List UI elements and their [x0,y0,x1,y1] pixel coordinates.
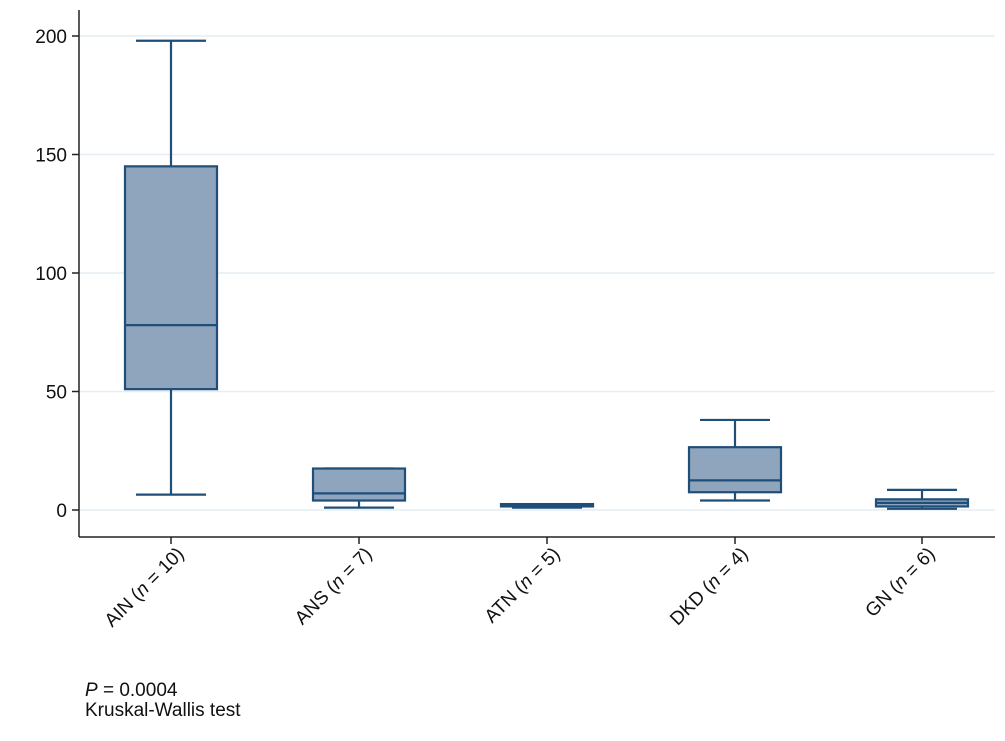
x-tick-label-dkd: DKD (n = 4) [666,544,752,630]
test-name-note: Kruskal-Wallis test [85,700,241,721]
y-tick-label-150: 150 [35,146,67,167]
y-tick-label-50: 50 [46,383,67,404]
box-dkd [687,446,783,494]
y-tick-label-0: 0 [56,501,67,522]
y-tick-label-100: 100 [35,264,67,285]
p-value-note: P = 0.0004 [85,680,177,702]
y-tick-label-200: 200 [35,27,67,48]
x-tick-label-atn: ATN (n = 5) [481,544,565,628]
x-tick-label-gn: GN (n = 6) [862,544,940,622]
p-value-label: P [85,680,98,701]
box-ans [311,467,407,502]
p-value: = 0.0004 [97,680,178,701]
x-tick-label-ain: AIN (n = 10) [101,544,189,632]
box-ain [123,165,219,391]
x-tick-label-ans: ANS (n = 7) [291,544,376,629]
